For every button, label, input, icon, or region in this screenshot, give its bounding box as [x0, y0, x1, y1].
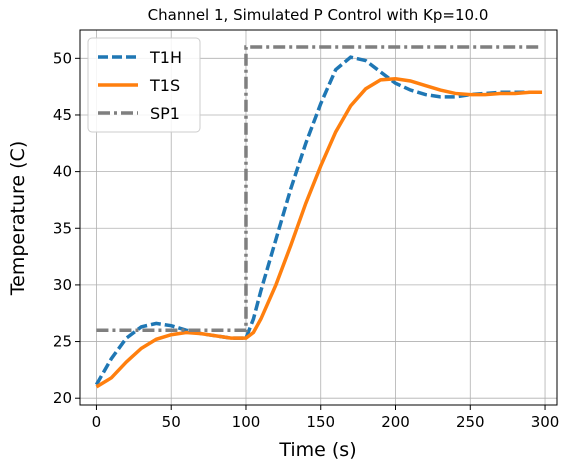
y-tick-label: 25 — [53, 333, 72, 351]
legend-box — [87, 37, 201, 133]
y-axis-label: Temperature (C) — [7, 141, 29, 297]
legend-label: T1H — [149, 48, 182, 67]
x-axis-label: Time (s) — [278, 439, 356, 461]
x-tick-label: 300 — [531, 413, 560, 431]
line — [96, 45, 543, 332]
y-tick-label: 30 — [53, 276, 72, 294]
y-tick-label: 50 — [53, 49, 72, 67]
x-tick-label: 50 — [162, 413, 181, 431]
plot-frame — [79, 29, 558, 406]
y-tick-label: 20 — [53, 389, 72, 407]
line — [95, 76, 543, 389]
x-tick-label: 100 — [232, 413, 261, 431]
chart-title: Channel 1, Simulated P Control with Kp=1… — [148, 6, 489, 24]
legend-label: SP1 — [150, 104, 180, 123]
x-tick-label: 0 — [92, 413, 102, 431]
legend-label: T1S — [149, 76, 180, 95]
y-tick-label: 35 — [53, 219, 72, 237]
x-tick-label: 150 — [306, 413, 335, 431]
y-tick-label: 40 — [53, 163, 72, 181]
x-tick-label: 250 — [456, 413, 485, 431]
x-tick-label: 200 — [381, 413, 410, 431]
y-tick-label: 45 — [53, 106, 72, 124]
